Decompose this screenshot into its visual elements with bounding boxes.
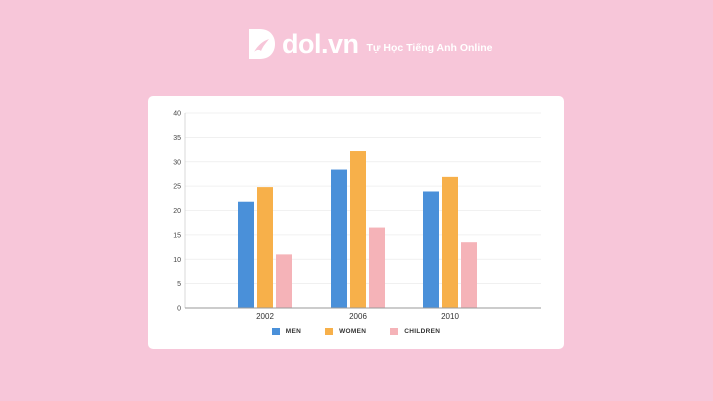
y-tick-label-25: 25: [173, 184, 181, 191]
bar-children-2002: [276, 254, 292, 308]
legend-swatch-women: [325, 328, 334, 335]
bar-men-2010: [423, 191, 439, 308]
y-tick-label-5: 5: [177, 281, 181, 288]
bar-women-2002: [257, 187, 273, 308]
x-tick-label-2010: 2010: [441, 312, 459, 321]
y-tick-label-35: 35: [173, 135, 181, 142]
legend-label-men: MEN: [285, 328, 302, 335]
legend-label-women: WOMEN: [339, 328, 367, 335]
legend-item-children: CHILDREN: [390, 328, 440, 335]
legend-item-women: WOMEN: [325, 328, 366, 335]
y-tick-label-40: 40: [173, 111, 181, 118]
y-tick-label-20: 20: [173, 208, 181, 215]
axes: 0 5 10 15 20 25 30 35 40 2002 2006 2010: [173, 111, 541, 321]
x-tick-label-2006: 2006: [349, 312, 367, 321]
legend-swatch-children: [390, 328, 399, 335]
dol-logo-icon: [249, 29, 275, 59]
y-tick-label-0: 0: [177, 306, 181, 313]
bars: [238, 151, 477, 308]
y-tick-label-10: 10: [173, 257, 181, 264]
bar-men-2002: [238, 201, 254, 308]
brand-tagline: Tự Học Tiếng Anh Online: [366, 42, 493, 54]
legend: MEN WOMEN CHILDREN: [148, 328, 564, 335]
brand-header: dol.vn Tự Học Tiếng Anh Online: [246, 26, 493, 62]
bar-men-2006: [331, 169, 347, 308]
bar-women-2006: [350, 151, 366, 308]
bar-children-2010: [461, 242, 477, 308]
bar-children-2006: [369, 227, 385, 308]
y-tick-label-15: 15: [173, 232, 181, 239]
bar-women-2010: [442, 176, 458, 308]
legend-label-children: CHILDREN: [404, 328, 441, 335]
x-tick-label-2002: 2002: [256, 312, 274, 321]
bar-chart: 0 5 10 15 20 25 30 35 40 2002 2006 2010: [173, 111, 541, 321]
brand-name: dol.vn: [282, 28, 359, 59]
y-tick-label-30: 30: [173, 159, 181, 166]
legend-item-men: MEN: [271, 328, 302, 335]
chart-card: 0 5 10 15 20 25 30 35 40 2002 2006 2010 MEN WOMEN C…: [148, 96, 564, 349]
legend-swatch-men: [271, 328, 280, 335]
